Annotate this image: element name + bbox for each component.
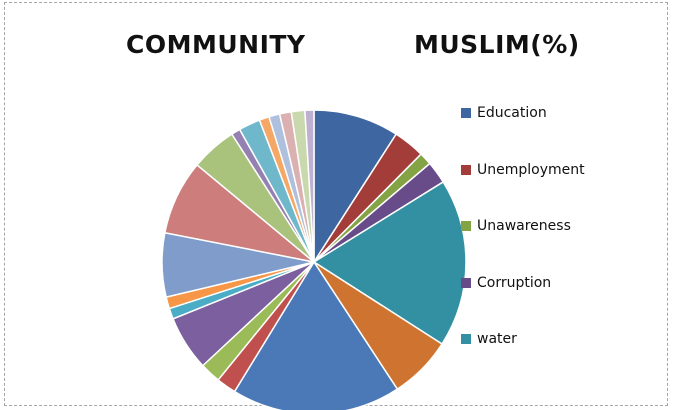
legend-swatch <box>461 108 471 118</box>
pie-slice-22 <box>304 109 315 263</box>
legend-item-education: Education <box>461 105 547 121</box>
legend-label: Unemployment <box>477 161 585 178</box>
legend-item-unawareness: Unawareness <box>461 218 571 234</box>
legend-item-corruption: Corruption <box>461 275 551 291</box>
legend-item-unemployment: Unemployment <box>461 162 585 178</box>
legend-label: Unawareness <box>477 218 571 234</box>
chart-title-left: COMMUNITY <box>126 30 306 59</box>
pie-slice-5 <box>312 180 467 346</box>
legend-swatch <box>461 221 471 231</box>
legend-label: Corruption <box>477 274 552 291</box>
legend-swatch <box>461 334 471 344</box>
legend-label: Education <box>477 105 547 121</box>
legend-swatch <box>461 277 471 288</box>
legend-item-water: water <box>461 331 517 347</box>
legend-label: water <box>477 331 517 347</box>
pie-slice-1 <box>313 109 398 265</box>
pie-slice-7 <box>233 260 399 410</box>
chart-title-right: MUSLIM(%) <box>414 30 580 59</box>
legend-swatch <box>461 164 471 175</box>
